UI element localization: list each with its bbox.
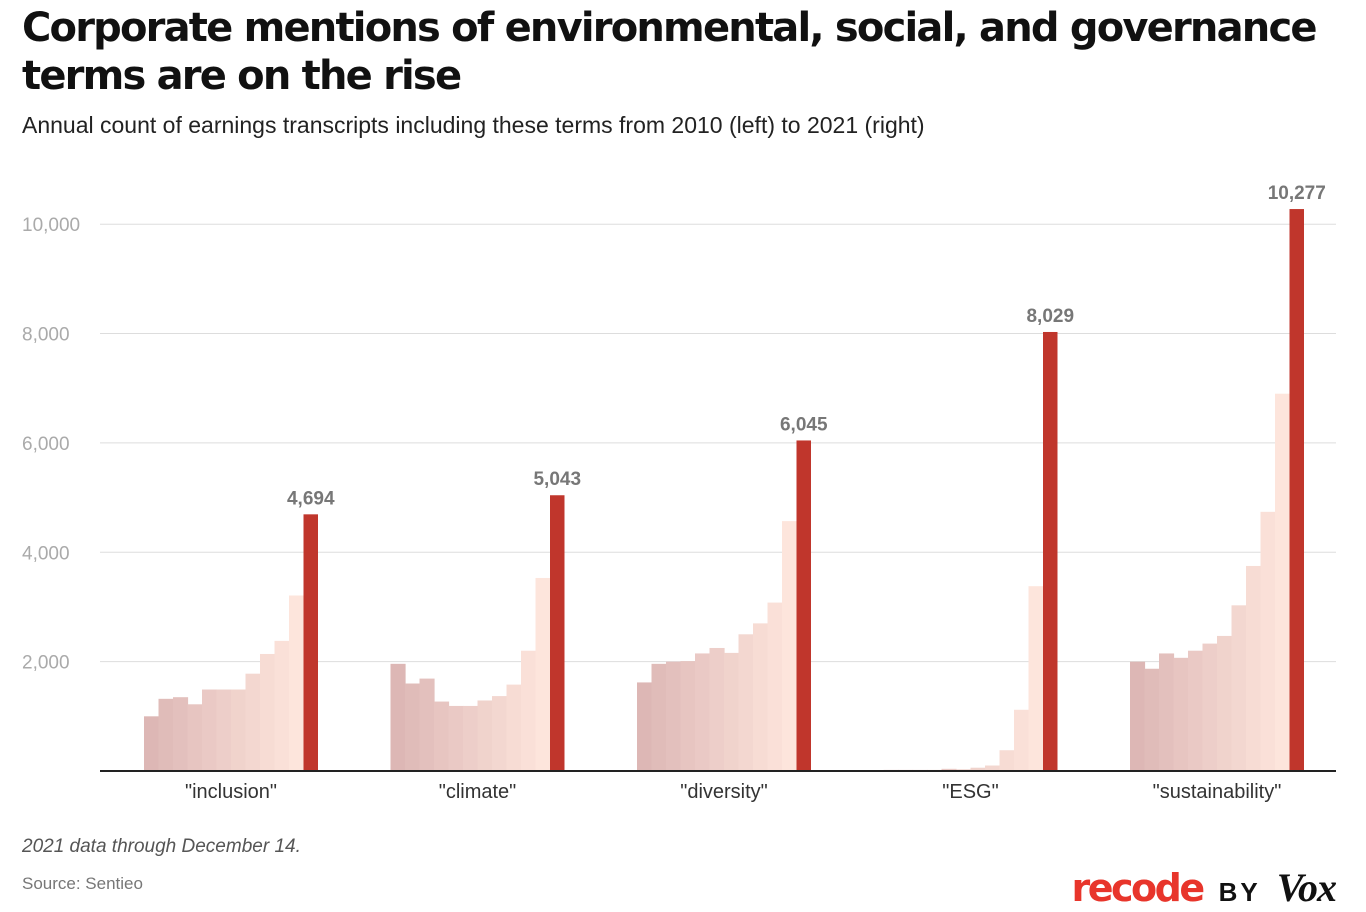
value-label: 10,277 xyxy=(1268,183,1326,204)
bar xyxy=(738,634,754,771)
bar xyxy=(158,698,174,771)
bar xyxy=(144,716,160,771)
bar xyxy=(1231,605,1247,771)
y-tick-label: 8,000 xyxy=(22,325,70,346)
bar xyxy=(274,640,290,771)
bar xyxy=(1246,565,1262,771)
bar xyxy=(1028,586,1044,771)
bar xyxy=(1260,511,1276,771)
bar xyxy=(173,697,189,771)
category-label: "inclusion" xyxy=(185,781,277,803)
bar xyxy=(202,689,218,771)
bar xyxy=(1144,668,1160,771)
y-tick-label: 10,000 xyxy=(22,215,80,236)
chart-subtitle: Annual count of earnings transcripts inc… xyxy=(22,112,925,138)
category-label: "diversity" xyxy=(680,781,768,803)
bar xyxy=(1275,393,1291,771)
bar xyxy=(419,678,435,771)
bar xyxy=(231,689,247,771)
category-label: "ESG" xyxy=(942,781,998,803)
bar xyxy=(651,663,667,771)
bar xyxy=(477,700,493,771)
bar xyxy=(289,595,305,771)
value-label: 6,045 xyxy=(780,414,828,435)
bar xyxy=(216,689,232,771)
vox-logo: Vox xyxy=(1276,865,1337,910)
y-tick-label: 2,000 xyxy=(22,653,70,674)
bar xyxy=(782,521,798,771)
bar xyxy=(724,652,740,771)
bar xyxy=(637,682,653,771)
bar-chart: 2,000 4,000 6,000 8,000 10,000 4,694 "inclusio… xyxy=(22,183,1336,803)
bar xyxy=(1130,661,1146,771)
bar-final xyxy=(303,514,318,771)
bar-final xyxy=(550,495,565,771)
brand-logo: recode BY Vox xyxy=(1071,864,1338,911)
bar xyxy=(1217,635,1233,771)
bar xyxy=(753,623,769,771)
bar xyxy=(695,653,711,771)
value-label: 5,043 xyxy=(533,469,581,490)
recode-logo: recode xyxy=(1071,866,1206,910)
bar xyxy=(985,765,1001,771)
bar xyxy=(390,663,406,771)
category-label: "climate" xyxy=(439,781,517,803)
y-tick-label: 4,000 xyxy=(22,543,70,564)
bar xyxy=(521,650,537,771)
bar xyxy=(970,767,986,771)
footnote: 2021 data through December 14. xyxy=(22,836,301,857)
bar xyxy=(260,653,276,771)
bar-final xyxy=(1043,331,1058,771)
bar xyxy=(1159,653,1175,771)
bar xyxy=(1014,709,1030,771)
bar xyxy=(492,696,508,771)
bar xyxy=(405,683,421,771)
bar xyxy=(448,705,464,771)
y-tick-label: 6,000 xyxy=(22,434,70,455)
category-label: "sustainability" xyxy=(1153,781,1282,803)
bar xyxy=(941,768,957,771)
bar xyxy=(245,673,261,771)
bar xyxy=(709,647,725,771)
bar xyxy=(767,602,783,771)
value-label: 8,029 xyxy=(1026,306,1074,327)
bar xyxy=(463,705,479,771)
bar xyxy=(187,704,203,771)
bar-final xyxy=(796,440,811,771)
bar xyxy=(1202,643,1218,771)
brand-by-text: BY xyxy=(1218,877,1261,907)
bar xyxy=(1188,650,1204,771)
source-credit: Source: Sentieo xyxy=(22,874,143,893)
bar xyxy=(434,701,450,771)
bar xyxy=(535,577,551,771)
bar xyxy=(666,661,682,771)
bar-final xyxy=(1289,209,1304,771)
value-label: 4,694 xyxy=(287,488,335,509)
bar xyxy=(999,750,1015,771)
chart-title: Corporate mentions of environmental, soc… xyxy=(22,5,1317,99)
bar xyxy=(506,684,522,771)
bar xyxy=(680,661,696,771)
bar xyxy=(1173,657,1189,771)
